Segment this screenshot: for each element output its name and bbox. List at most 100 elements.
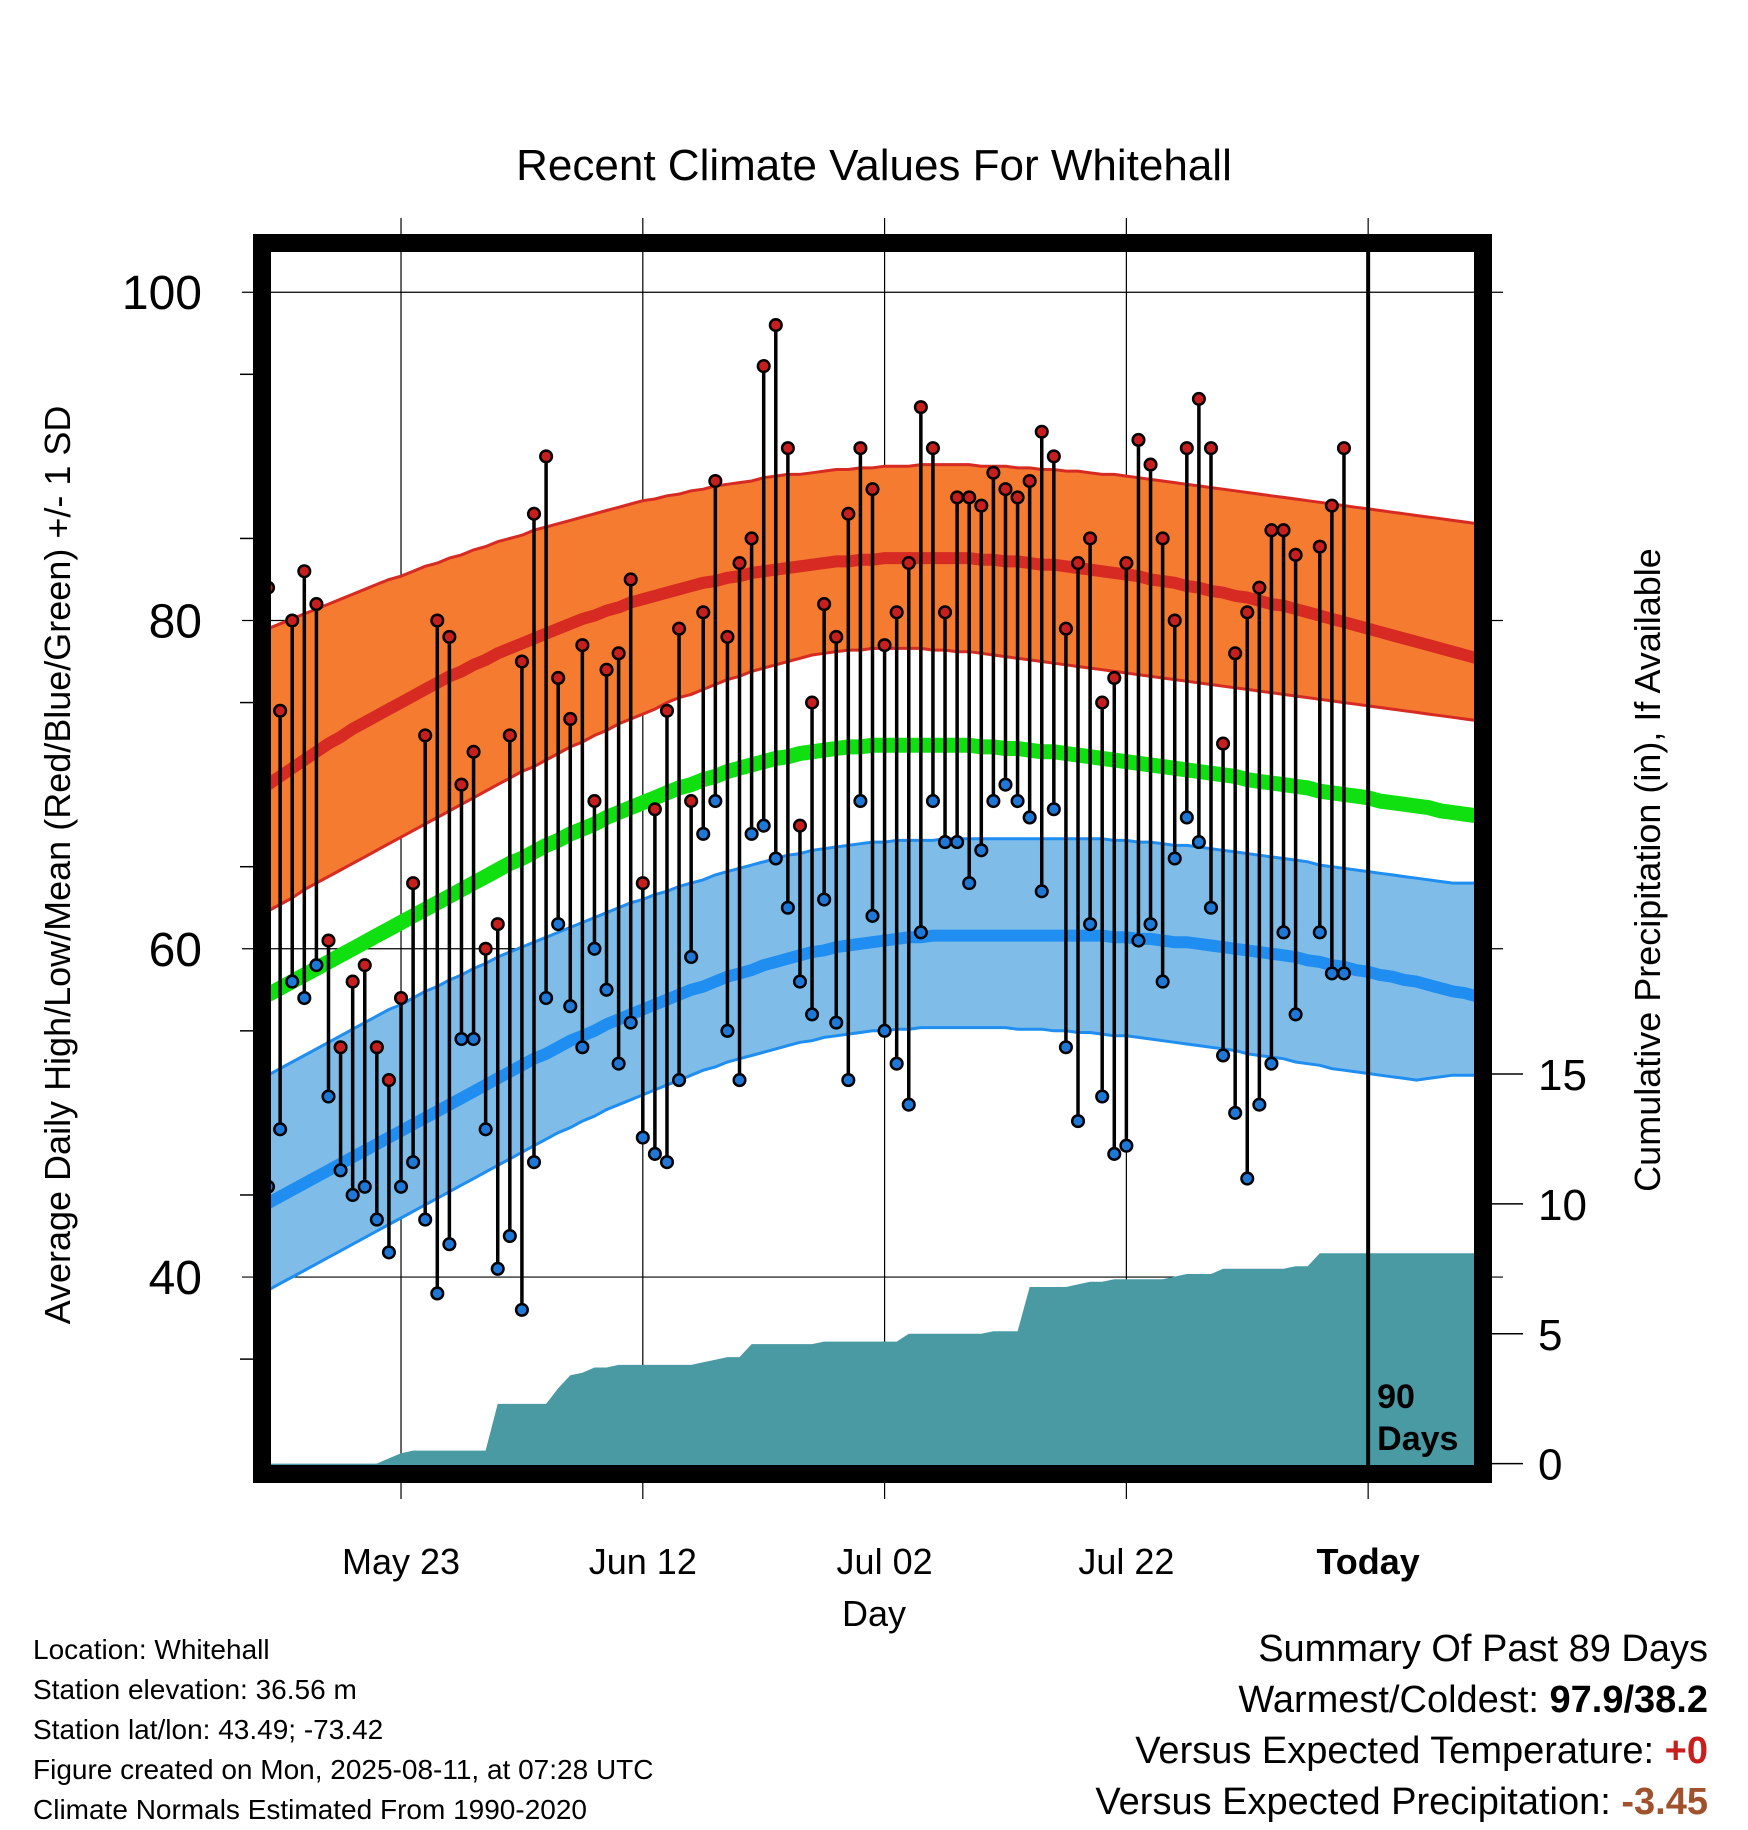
normal-high-band: [268, 464, 1477, 911]
daily-high-point: [1203, 441, 1219, 456]
daily-low-point: [998, 777, 1013, 792]
daily-low-point: [611, 1056, 626, 1071]
daily-high-point: [744, 531, 759, 546]
daily-low-point: [599, 982, 614, 997]
daily-low-point: [430, 1286, 445, 1301]
daily-high-point: [502, 728, 517, 743]
daily-high-point: [1058, 621, 1073, 636]
daily-high-point: [369, 1040, 384, 1055]
daily-low-point: [1191, 835, 1206, 850]
daily-high-point: [732, 556, 747, 571]
daily-low-point: [780, 900, 795, 915]
daily-high-point: [756, 359, 771, 374]
daily-low-point: [841, 1073, 856, 1088]
daily-low-point: [913, 925, 928, 940]
daily-high-point: [1191, 391, 1206, 406]
daily-low-point: [1252, 1097, 1267, 1112]
daily-low-point: [333, 1163, 348, 1178]
x-tick-label: Jul 22: [1078, 1541, 1174, 1582]
precipitation-area: [268, 1253, 1477, 1474]
daily-low-point: [1070, 1114, 1086, 1129]
daily-low-point: [575, 1040, 590, 1055]
precip-vs-expected-label: Versus Expected Precipitation:: [1095, 1781, 1611, 1823]
daily-high-point: [1216, 736, 1231, 751]
daily-low-point: [309, 958, 324, 973]
daily-high-point: [1131, 432, 1146, 448]
daily-high-point: [1119, 556, 1134, 571]
daily-low-point: [744, 826, 759, 841]
daily-low-point: [1010, 794, 1025, 809]
daily-low-point: [901, 1097, 916, 1112]
daily-high-point: [1252, 580, 1267, 595]
daily-low-point: [1058, 1040, 1073, 1055]
daily-low-point: [1167, 851, 1182, 866]
daily-high-point: [901, 556, 916, 571]
x-tick-label: Jun 12: [589, 1541, 697, 1582]
daily-low-point: [1155, 974, 1170, 989]
y-axis-label-left: Average Daily High/Low/Mean (Red/Blue/Gr…: [37, 406, 78, 1325]
daily-high-point: [309, 597, 324, 612]
daily-low-point: [285, 974, 300, 989]
normals-text: Climate Normals Estimated From 1990-2020: [33, 1794, 587, 1825]
daily-high-point: [1324, 498, 1339, 513]
daily-high-point: [1034, 424, 1049, 439]
daily-low-point: [696, 826, 711, 841]
daily-low-point: [1131, 933, 1146, 948]
temp-vs-expected-row: Versus Expected Temperature: +0: [1095, 1726, 1708, 1777]
daily-low-point: [756, 818, 771, 833]
daily-low-point: [502, 1228, 517, 1244]
y-tick-label: 80: [149, 596, 202, 649]
today-days-label-word: Days: [1377, 1420, 1458, 1458]
daily-low-point: [1119, 1138, 1134, 1153]
daily-low-point: [1095, 1089, 1110, 1104]
daily-low-point: [792, 974, 808, 989]
latlon-text: Station lat/lon: 43.49; -73.42: [33, 1714, 384, 1745]
daily-low-point: [563, 999, 578, 1014]
daily-high-point: [381, 1073, 396, 1088]
daily-high-point: [490, 917, 505, 932]
daily-high-point: [575, 638, 590, 653]
daily-high-point: [647, 802, 662, 817]
daily-high-point: [853, 441, 868, 456]
daily-low-point: [526, 1155, 542, 1170]
x-tick-label: Jul 02: [837, 1541, 933, 1582]
daily-high-point: [1155, 531, 1170, 546]
daily-low-point: [732, 1073, 747, 1088]
daily-high-point: [1179, 441, 1194, 456]
daily-high-point: [478, 941, 493, 956]
daily-low-point: [273, 1122, 288, 1137]
daily-high-point: [526, 506, 542, 521]
daily-low-point: [672, 1073, 687, 1088]
daily-low-point: [950, 835, 965, 850]
created-text: Figure created on Mon, 2025-08-11, at 07…: [33, 1754, 654, 1785]
daily-high-point: [1143, 457, 1158, 472]
daily-low-point: [1288, 1007, 1303, 1022]
daily-high-point: [889, 605, 904, 620]
daily-high-point: [321, 933, 336, 948]
daily-low-point: [768, 851, 783, 866]
daily-low-point: [1022, 810, 1037, 825]
daily-high-point: [913, 400, 928, 415]
daily-low-point: [889, 1056, 904, 1071]
daily-high-point: [950, 490, 965, 505]
daily-low-point: [393, 1179, 409, 1194]
y2-tick-label: 15: [1538, 1051, 1587, 1100]
daily-low-point: [345, 1187, 360, 1203]
plot-frame: [253, 234, 1492, 1483]
daily-high-point: [1276, 523, 1291, 538]
daily-high-point: [1010, 490, 1025, 505]
daily-low-point: [381, 1245, 396, 1260]
summary-heading: Summary Of Past 89 Days: [1258, 1628, 1708, 1670]
daily-low-point: [1179, 810, 1194, 825]
temp-vs-expected-label: Versus Expected Temperature:: [1135, 1730, 1655, 1772]
normal-low-line: [265, 929, 1479, 1209]
daily-low-point: [406, 1155, 421, 1170]
daily-high-point: [285, 613, 300, 628]
daily-high-point: [514, 654, 529, 669]
warmest-coldest-label: Warmest/Coldest:: [1238, 1679, 1539, 1721]
daily-high-point: [563, 711, 578, 727]
daily-high-point: [780, 441, 795, 456]
daily-high-point: [1167, 613, 1182, 628]
daily-high-point: [865, 482, 880, 497]
